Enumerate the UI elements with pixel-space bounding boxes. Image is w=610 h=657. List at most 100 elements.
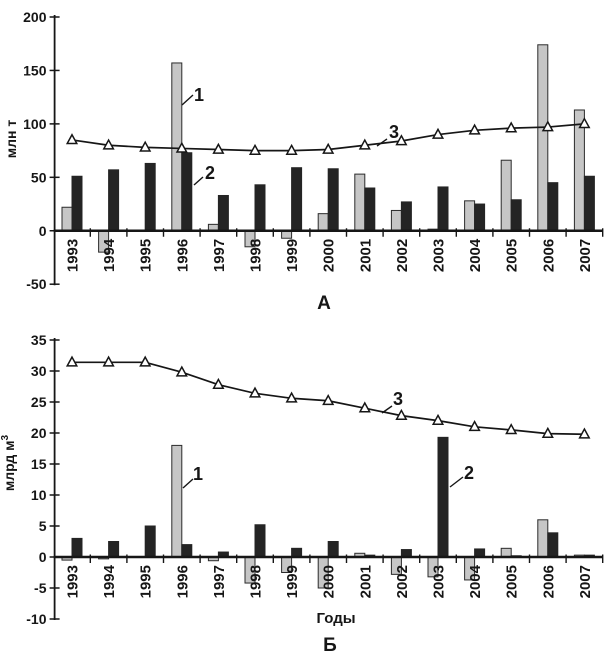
callout-leader [381,405,393,414]
x-year-label: 2002 [394,565,411,598]
x-year-label: 1994 [101,564,118,598]
x-year-label: 1995 [138,565,155,598]
bar-series1-2002 [390,209,402,232]
bar-series2-1996 [181,544,193,558]
bar-series2-2005 [510,199,522,232]
callout-label-3: 3 [389,122,399,142]
bar-series2-2003 [437,436,449,558]
triangle-marker-1995 [139,355,152,367]
y-tick-label: -50 [26,276,46,292]
x-year-label: 1999 [284,239,301,272]
bar-series1-2001 [354,173,366,232]
callout-leader [449,476,464,488]
triangle-marker-1993 [65,133,79,145]
x-year-label: 2004 [467,238,484,272]
triangle-marker-1994 [102,355,115,367]
triangle-marker-2000 [322,393,335,406]
bar-series2-2001 [364,187,376,232]
x-year-label: 2007 [577,565,594,598]
bar-series2-1998 [254,524,266,558]
triangle-marker-1995 [139,140,152,152]
x-year-label: 1996 [174,565,191,598]
triangle-marker-1997 [212,142,225,154]
triangle-marker-1999 [285,391,298,403]
callout-leader [376,138,388,147]
x-year-label: 2002 [394,239,411,272]
x-year-label: 1998 [248,565,265,598]
x-year-label: 2007 [577,239,594,272]
y-tick-label: 50 [31,169,47,185]
y-tick-label: 150 [23,62,47,78]
triangle-marker-2002 [395,134,408,146]
y-tick-label: 0 [39,223,47,239]
x-year-label: 2000 [321,239,338,272]
y-tick-label: 0 [39,549,47,565]
bar-series2-2004 [474,203,486,232]
triangle-marker-2001 [358,401,371,413]
panel-b: млрд м3 35 30 25 20 15 10 5 0 -5 -10 1993 1994 1995 19… [0,332,604,656]
x-year-label: 2005 [504,239,521,272]
x-year-label: 2006 [540,565,557,598]
x-year-label: 2006 [540,239,557,272]
triangle-marker-1999 [285,143,298,155]
bar-series2-1994 [108,169,120,232]
x-year-label: 1993 [65,565,82,598]
panel-a: млн т 200 150 100 50 0 -50 1993 1994 1995 1996 1997… [3,9,604,314]
x-year-label: 2003 [431,565,448,598]
triangle-marker-2003 [431,127,445,139]
bar-series2-2006 [547,532,559,558]
panel-label-Б: Б [323,635,337,656]
x-year-label: 1994 [101,238,118,272]
triangle-marker-1993 [65,355,79,367]
bar-series2-2000 [327,168,339,232]
bar-series2-1994 [108,541,120,558]
callout-leader [193,176,204,186]
bar-series2-2003 [437,186,449,232]
bar-series1-1993 [61,206,73,232]
x-year-label: 1997 [211,565,228,598]
bar-series2-1995 [144,162,156,232]
triangle-marker-1994 [102,138,115,150]
triangle-marker-2007 [578,117,591,129]
triangle-marker-2006 [541,120,554,132]
triangle-marker-2007 [578,427,591,439]
bar-series2-1993 [71,175,83,232]
callout-label-1: 1 [194,85,204,105]
x-year-label: 2005 [504,565,521,598]
triangle-marker-2004 [468,123,481,135]
callout-label-1: 1 [193,464,203,484]
callout-label-3: 3 [393,389,403,409]
bar-series2-1995 [144,525,156,558]
y-tick-label: -10 [26,611,46,627]
callout-label-2: 2 [205,163,215,183]
y-axis-title: млрд м3 [0,434,17,491]
callout-leader [182,478,194,489]
x-year-label: 1996 [174,239,191,272]
bar-series2-2007 [583,175,595,232]
y-tick-label: 35 [31,332,47,348]
triangle-marker-2001 [358,138,371,150]
triangle-marker-1998 [248,386,262,398]
triangle-marker-2003 [431,413,445,425]
bar-series1-1996 [171,444,183,558]
bar-series1-2006 [537,44,549,232]
y-tick-label: 10 [31,487,47,503]
x-year-label: 2004 [467,564,484,598]
y-tick-label: 100 [23,116,47,132]
triangle-marker-2006 [541,426,554,438]
triangle-marker-2000 [322,142,335,154]
bar-series2-1999 [291,547,303,558]
x-year-label: 2001 [357,565,374,598]
triangle-marker-1996 [175,141,188,153]
x-year-label: 1999 [284,565,301,598]
y-tick-label: 20 [31,425,47,441]
bar-series1-2006 [537,519,549,558]
triangle-marker-1996 [175,365,188,377]
x-year-label: 1997 [211,239,228,272]
x-year-label: 2001 [357,239,374,272]
bar-series2-2002 [400,201,412,232]
bar-series2-1997 [217,194,229,232]
triangle-marker-1997 [212,377,225,389]
